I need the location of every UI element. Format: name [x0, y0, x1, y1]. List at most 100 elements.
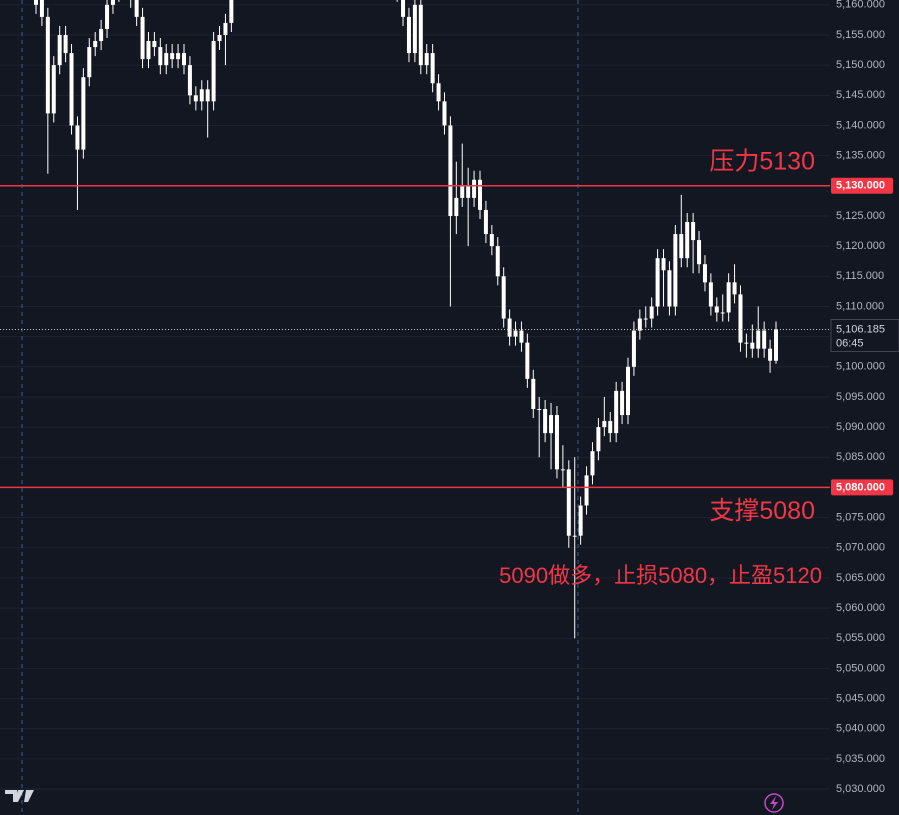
candle-body: [39, 0, 44, 17]
candle-body: [679, 234, 684, 259]
candle-body: [673, 234, 678, 307]
candle-body: [454, 197, 459, 216]
candle-body: [401, 0, 406, 17]
candle-body: [714, 306, 719, 313]
candle-body: [187, 65, 192, 96]
candle-body: [75, 125, 80, 150]
y-tick-label: 5,070.000: [836, 542, 885, 554]
y-tick-label: 5,135.000: [836, 150, 885, 162]
candle-body: [495, 246, 500, 277]
candle-body: [637, 318, 642, 331]
candle-body: [93, 41, 98, 48]
candle-body: [217, 34, 222, 42]
candle-body: [590, 451, 595, 476]
candle-body: [87, 47, 92, 78]
candle-body: [424, 53, 429, 66]
level-price-label: 5,080.000: [836, 481, 885, 493]
candle-body: [566, 469, 571, 536]
candle-body: [134, 0, 139, 17]
candle-body: [549, 415, 554, 434]
candle-body: [34, 0, 38, 5]
candle-body: [182, 53, 186, 66]
y-tick-label: 5,055.000: [836, 632, 885, 644]
candle-body: [667, 270, 672, 307]
overlay: 5,030.000 5,035.000 5,040.000 5,045.000 5,05…: [0, 0, 899, 795]
y-tick-label: 5,085.000: [836, 451, 885, 463]
candle-body: [513, 330, 518, 337]
candle-body: [768, 348, 773, 361]
y-tick-label: 5,120.000: [836, 240, 885, 252]
y-tick-label: 5,030.000: [836, 783, 885, 795]
y-tick-label: 5,040.000: [836, 723, 885, 735]
y-tick-label: 5,150.000: [836, 59, 885, 71]
candle-body: [472, 179, 477, 198]
candle-body: [81, 77, 86, 150]
candle-body: [655, 258, 660, 307]
candle-body: [63, 34, 68, 54]
candle-body: [442, 101, 447, 126]
y-tick-label: 5,075.000: [836, 512, 885, 524]
y-tick-label: 5,110.000: [836, 300, 884, 312]
candle-body: [507, 318, 512, 337]
candles: [34, 0, 778, 639]
y-tick-label: 5,050.000: [836, 662, 885, 674]
grid: [0, 4, 830, 790]
candle-body: [525, 342, 530, 379]
candle-body: [152, 41, 157, 48]
y-tick-label: 5,065.000: [836, 572, 885, 584]
candle-body: [762, 330, 767, 349]
candle-body: [738, 294, 743, 343]
y-tick-label: 5,045.000: [836, 692, 885, 704]
candle-body: [223, 22, 228, 35]
candle-body: [584, 475, 589, 506]
candle-body: [708, 282, 713, 307]
level-price-box: [831, 177, 893, 194]
candle-body: [649, 306, 654, 319]
candle-body: [229, 0, 234, 23]
y-tick-label: 5,160.000: [836, 0, 885, 11]
last-price-box: [830, 318, 899, 352]
candle-body: [608, 421, 613, 434]
candle-body: [45, 16, 50, 114]
candle-body: [430, 53, 435, 84]
candle-body: [501, 276, 506, 319]
candle-body: [140, 16, 145, 60]
level-text: 压力5130: [709, 147, 815, 175]
candle-body: [519, 330, 524, 343]
candle-body: [732, 282, 737, 295]
candle-body: [620, 390, 625, 416]
candle-body: [69, 53, 74, 126]
candle-body: [57, 34, 62, 66]
candle-body: [554, 415, 559, 470]
candle-body: [631, 330, 636, 367]
annotation: 5090做多，止损5080，止盈5120: [499, 563, 822, 588]
y-tick-label: 5,095.000: [836, 391, 885, 403]
candle-body: [205, 89, 210, 102]
candle-body: [483, 209, 488, 235]
y-tick-label: 5,090.000: [836, 421, 885, 433]
candle-body: [685, 221, 690, 259]
candle-body: [436, 83, 441, 102]
candle-body: [193, 95, 198, 102]
candle-body: [170, 53, 175, 60]
candle-body: [572, 535, 577, 537]
candle-body: [146, 41, 151, 60]
candle-body: [110, 0, 115, 5]
candle-body: [489, 234, 494, 247]
candle-body: [51, 65, 56, 114]
level-price-box: [831, 479, 893, 496]
lightning-icon: [764, 793, 784, 813]
candle-body: [691, 221, 696, 241]
candle-body: [105, 4, 110, 29]
candle-body: [744, 342, 749, 344]
level-price-label: 5,130.000: [836, 180, 885, 192]
logo: [5, 790, 34, 802]
candle-body: [531, 378, 536, 410]
candle-body: [578, 505, 583, 536]
candle-body: [697, 240, 702, 265]
candle-body: [448, 125, 453, 216]
candle-body: [614, 390, 619, 434]
candle-body: [626, 366, 630, 416]
